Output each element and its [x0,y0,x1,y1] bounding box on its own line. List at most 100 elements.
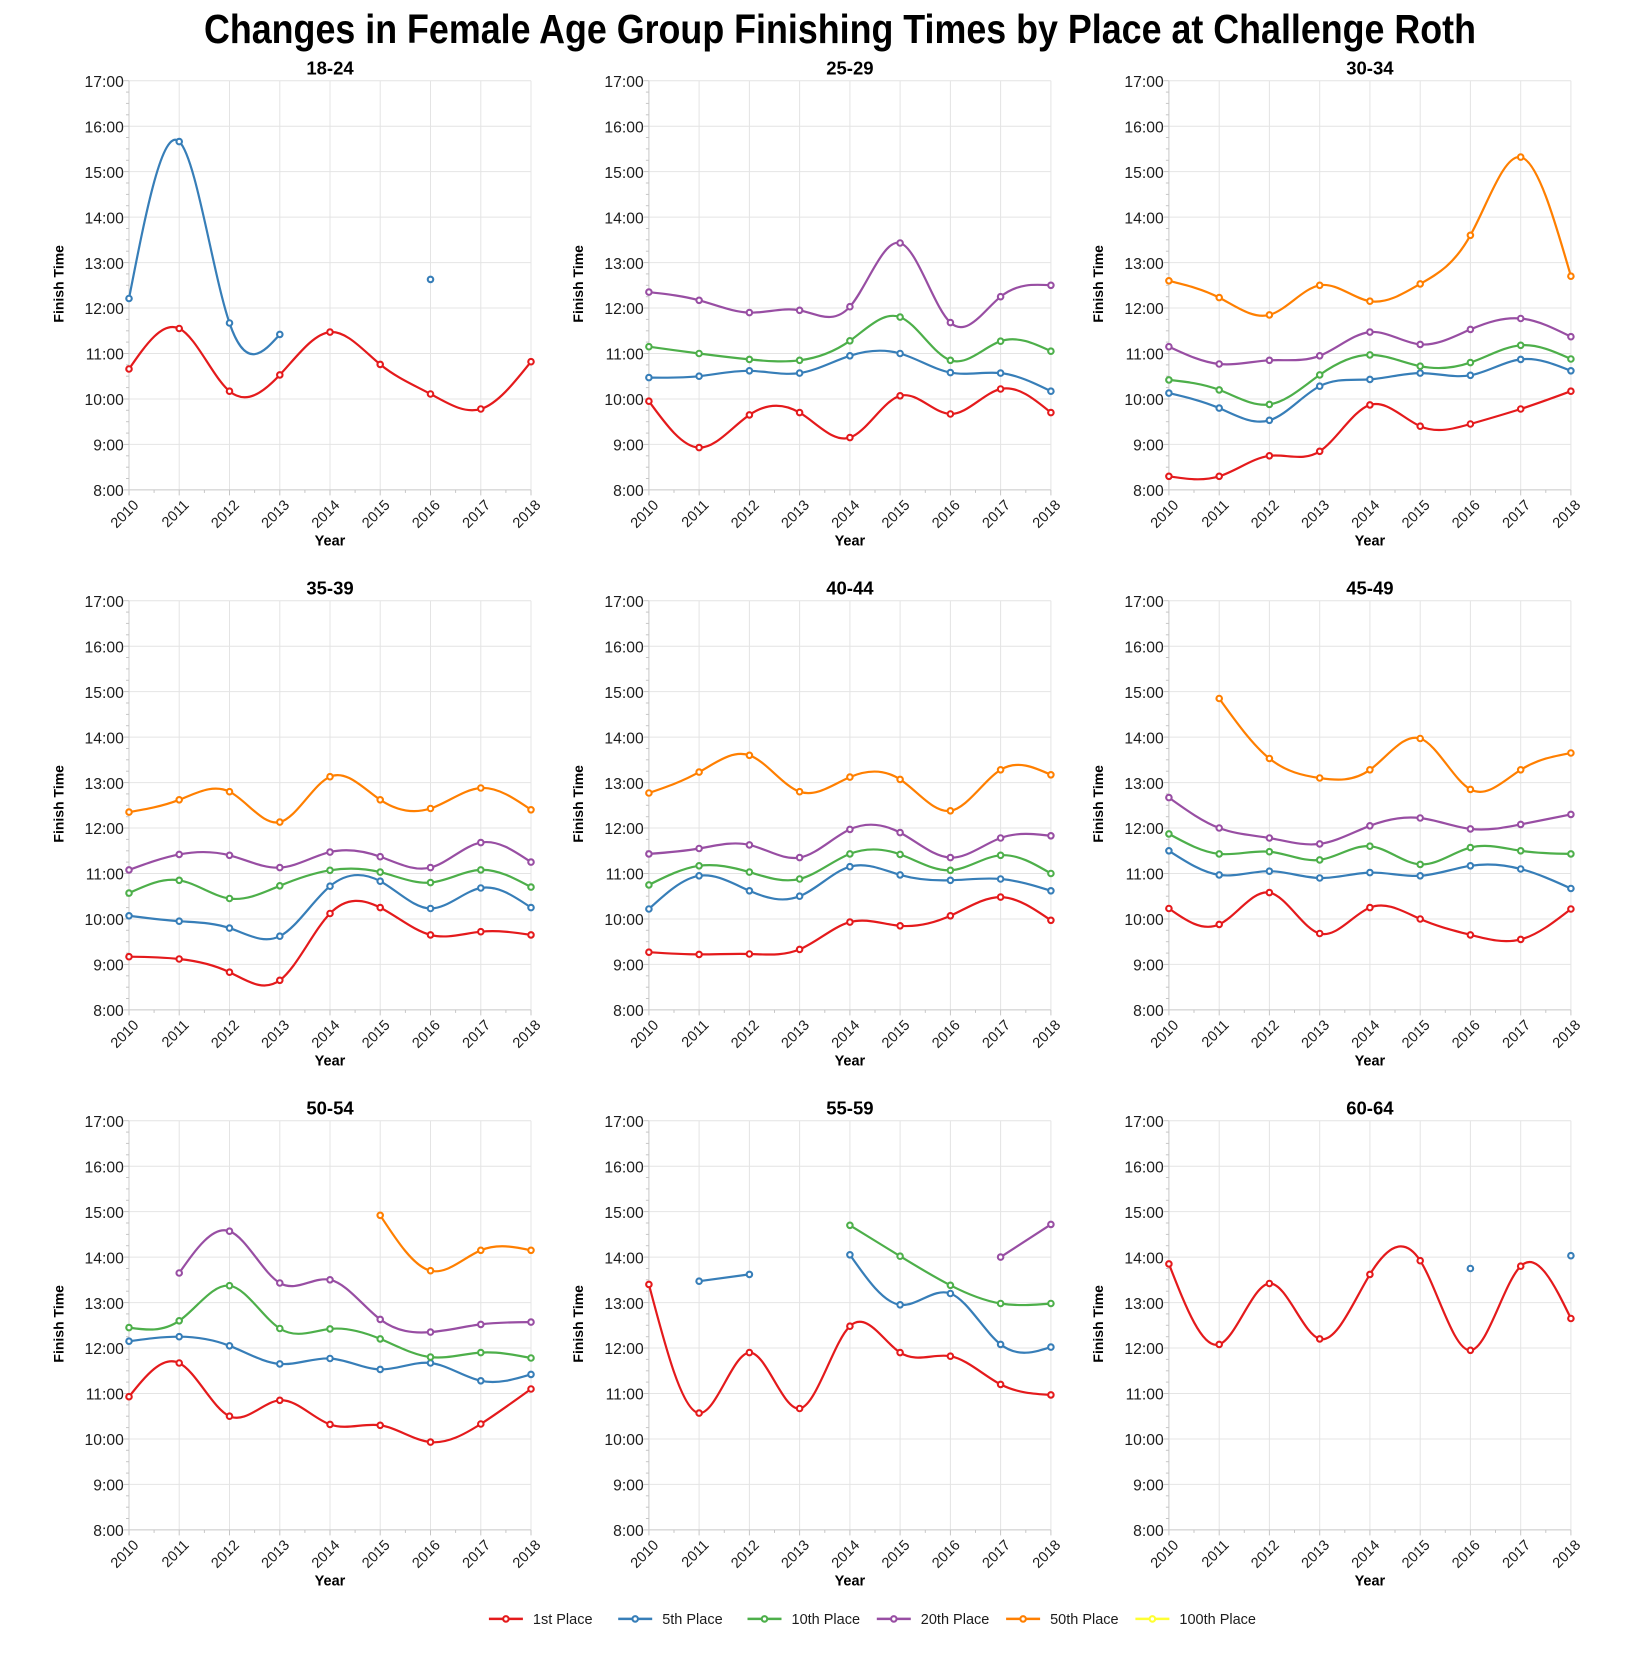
svg-text:9:00: 9:00 [1133,1478,1164,1495]
svg-text:10:00: 10:00 [85,1432,125,1449]
svg-text:13:00: 13:00 [604,776,644,793]
svg-text:Finish Time: Finish Time [570,1285,586,1363]
svg-text:13:00: 13:00 [85,256,125,273]
svg-text:10:00: 10:00 [1124,912,1164,929]
svg-text:9:00: 9:00 [1133,438,1164,455]
svg-text:11:00: 11:00 [1126,867,1164,884]
svg-text:Year: Year [1355,1574,1386,1590]
svg-text:12:00: 12:00 [604,301,644,318]
svg-text:15:00: 15:00 [604,1205,644,1222]
svg-text:1st Place: 1st Place [533,1612,593,1628]
svg-text:12:00: 12:00 [604,1341,644,1358]
svg-text:Year: Year [835,1574,866,1590]
svg-text:11:00: 11:00 [606,347,644,364]
svg-text:8:00: 8:00 [93,1523,124,1540]
svg-text:13:00: 13:00 [1124,256,1164,273]
svg-text:9:00: 9:00 [93,438,124,455]
svg-text:Year: Year [315,1574,346,1590]
svg-text:16:00: 16:00 [85,639,125,656]
svg-text:11:00: 11:00 [606,867,644,884]
svg-text:Finish Time: Finish Time [1090,765,1106,843]
svg-text:Year: Year [1355,534,1386,550]
svg-text:15:00: 15:00 [604,685,644,702]
svg-text:9:00: 9:00 [93,958,124,975]
svg-text:15:00: 15:00 [85,165,125,182]
svg-text:100th Place: 100th Place [1179,1612,1256,1628]
svg-text:10th Place: 10th Place [792,1612,861,1628]
svg-text:13:00: 13:00 [85,1296,125,1313]
svg-text:8:00: 8:00 [93,1003,124,1020]
svg-text:8:00: 8:00 [613,1003,644,1020]
svg-text:14:00: 14:00 [85,210,125,227]
svg-text:20th Place: 20th Place [921,1612,990,1628]
svg-text:30-34: 30-34 [1346,58,1394,79]
svg-text:Changes in Female Age Group Fi: Changes in Female Age Group Finishing Ti… [204,6,1476,52]
svg-text:9:00: 9:00 [613,1478,644,1495]
svg-text:10:00: 10:00 [1124,1432,1164,1449]
svg-text:11:00: 11:00 [1126,1387,1164,1404]
svg-text:9:00: 9:00 [1133,958,1164,975]
svg-text:12:00: 12:00 [85,301,125,318]
svg-text:8:00: 8:00 [613,1523,644,1540]
svg-text:17:00: 17:00 [1124,1114,1164,1131]
svg-text:8:00: 8:00 [93,483,124,500]
svg-text:Finish Time: Finish Time [1090,245,1106,323]
svg-text:15:00: 15:00 [1124,1205,1164,1222]
svg-text:15:00: 15:00 [1124,685,1164,702]
svg-text:Year: Year [835,534,866,550]
svg-text:14:00: 14:00 [1124,1250,1164,1267]
svg-text:10:00: 10:00 [85,912,125,929]
svg-text:60-64: 60-64 [1346,1098,1394,1119]
svg-text:15:00: 15:00 [85,685,125,702]
svg-text:15:00: 15:00 [1124,165,1164,182]
svg-text:9:00: 9:00 [613,438,644,455]
svg-text:8:00: 8:00 [613,483,644,500]
svg-text:13:00: 13:00 [604,1296,644,1313]
svg-text:17:00: 17:00 [85,594,125,611]
svg-text:50th Place: 50th Place [1050,1612,1119,1628]
svg-text:11:00: 11:00 [86,867,124,884]
svg-text:5th Place: 5th Place [662,1612,722,1628]
svg-text:14:00: 14:00 [85,730,125,747]
svg-text:14:00: 14:00 [1124,730,1164,747]
svg-text:16:00: 16:00 [1124,1159,1164,1176]
svg-text:Year: Year [835,1054,866,1070]
svg-text:14:00: 14:00 [604,1250,644,1267]
svg-text:12:00: 12:00 [85,1341,125,1358]
svg-text:17:00: 17:00 [604,1114,644,1131]
svg-text:15:00: 15:00 [604,165,644,182]
svg-text:17:00: 17:00 [604,74,644,91]
svg-text:13:00: 13:00 [604,256,644,273]
svg-text:Finish Time: Finish Time [50,765,66,843]
svg-text:8:00: 8:00 [1133,1003,1164,1020]
svg-text:8:00: 8:00 [1133,483,1164,500]
svg-text:25-29: 25-29 [826,58,873,79]
svg-text:16:00: 16:00 [604,119,644,136]
svg-text:17:00: 17:00 [1124,594,1164,611]
svg-text:16:00: 16:00 [604,1159,644,1176]
svg-text:Year: Year [315,1054,346,1070]
svg-text:40-44: 40-44 [826,578,874,599]
svg-text:16:00: 16:00 [1124,639,1164,656]
svg-text:Finish Time: Finish Time [570,245,586,323]
svg-text:9:00: 9:00 [613,958,644,975]
svg-text:10:00: 10:00 [604,1432,644,1449]
svg-text:13:00: 13:00 [85,776,125,793]
svg-text:11:00: 11:00 [86,1387,124,1404]
svg-text:35-39: 35-39 [306,578,353,599]
svg-text:10:00: 10:00 [604,912,644,929]
svg-text:45-49: 45-49 [1346,578,1393,599]
svg-text:12:00: 12:00 [604,821,644,838]
svg-text:16:00: 16:00 [604,639,644,656]
svg-text:8:00: 8:00 [1133,1523,1164,1540]
svg-text:Finish Time: Finish Time [50,245,66,323]
svg-text:16:00: 16:00 [85,119,125,136]
svg-text:14:00: 14:00 [85,1250,125,1267]
svg-text:50-54: 50-54 [306,1098,354,1119]
svg-text:15:00: 15:00 [85,1205,125,1222]
svg-text:12:00: 12:00 [1124,821,1164,838]
svg-text:11:00: 11:00 [86,347,124,364]
svg-text:10:00: 10:00 [1124,392,1164,409]
svg-text:14:00: 14:00 [1124,210,1164,227]
svg-text:16:00: 16:00 [85,1159,125,1176]
